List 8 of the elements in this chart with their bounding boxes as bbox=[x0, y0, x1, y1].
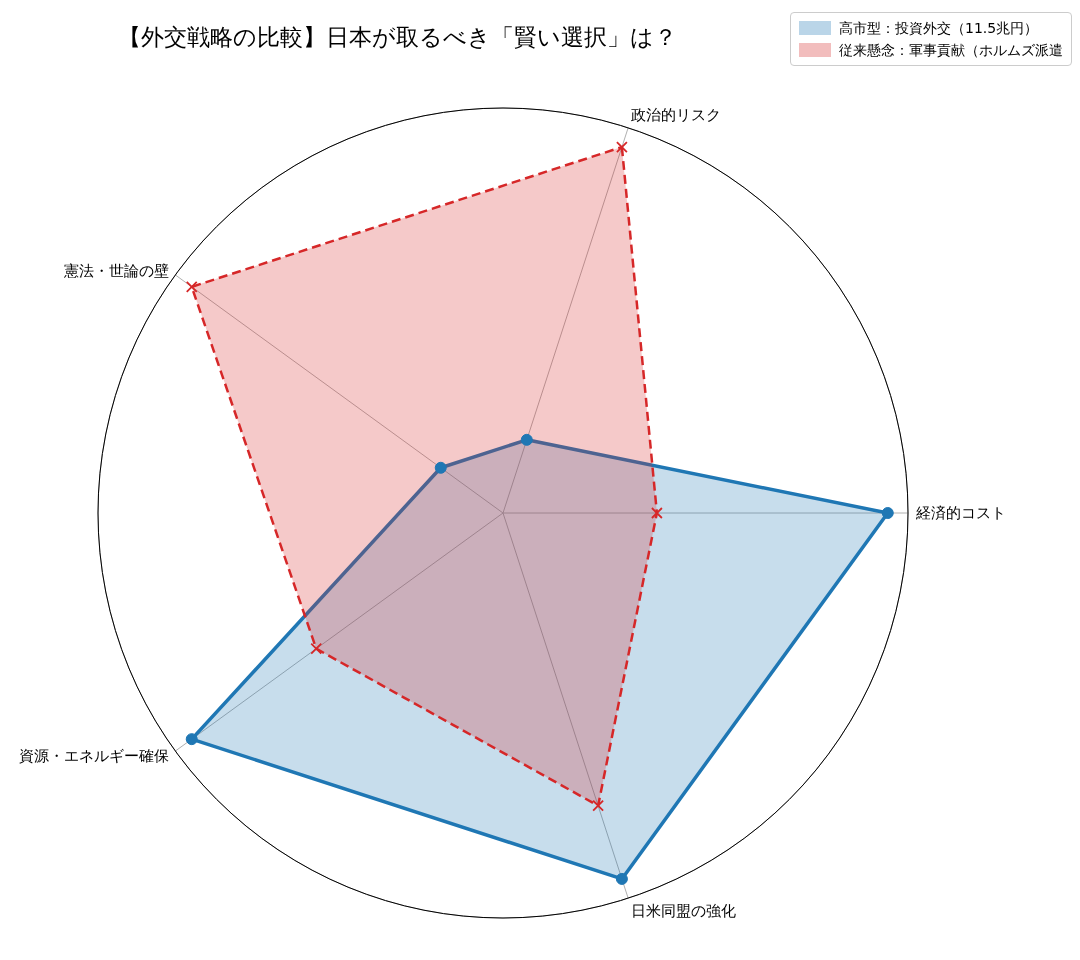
text: 【外交戦略の比較】日本が取るべき「賢い選択」は？ bbox=[118, 23, 677, 52]
spoke-label: 資源・エネルギー確保 bbox=[18, 747, 169, 766]
legend-label: 高市型：投資外交（11.5兆円） bbox=[839, 19, 1039, 38]
spoke-label: 憲法・世論の壁 bbox=[62, 261, 169, 280]
legend-label: 従来懸念：軍事貢献（ホルムズ派遣 bbox=[839, 41, 1063, 60]
spoke-label: 経済的コスト bbox=[915, 504, 1006, 523]
spoke-label: 日米同盟の強化 bbox=[630, 902, 736, 921]
spoke-label: 政治的リスク bbox=[630, 106, 721, 125]
